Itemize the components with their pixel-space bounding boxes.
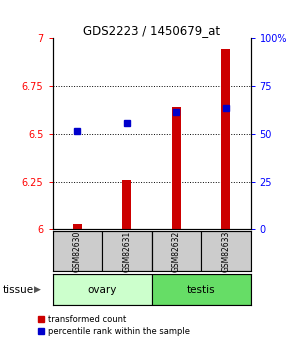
Text: GSM82630: GSM82630 <box>73 230 82 272</box>
Bar <box>52 231 102 271</box>
Bar <box>102 231 152 271</box>
Bar <box>152 231 201 271</box>
Text: GSM82631: GSM82631 <box>122 230 131 272</box>
Bar <box>201 231 250 271</box>
Text: tissue: tissue <box>3 285 34 295</box>
Text: ovary: ovary <box>87 285 117 295</box>
Text: testis: testis <box>187 285 215 295</box>
Bar <box>122 180 131 229</box>
Text: GSM82632: GSM82632 <box>172 230 181 272</box>
Bar <box>52 274 152 305</box>
Title: GDS2223 / 1450679_at: GDS2223 / 1450679_at <box>83 24 220 37</box>
Text: ▶: ▶ <box>34 285 40 294</box>
Bar <box>73 224 82 229</box>
Bar <box>172 107 181 229</box>
Text: GSM82633: GSM82633 <box>221 230 230 272</box>
Legend: transformed count, percentile rank within the sample: transformed count, percentile rank withi… <box>34 312 193 339</box>
Bar <box>221 49 230 229</box>
Bar <box>152 274 250 305</box>
